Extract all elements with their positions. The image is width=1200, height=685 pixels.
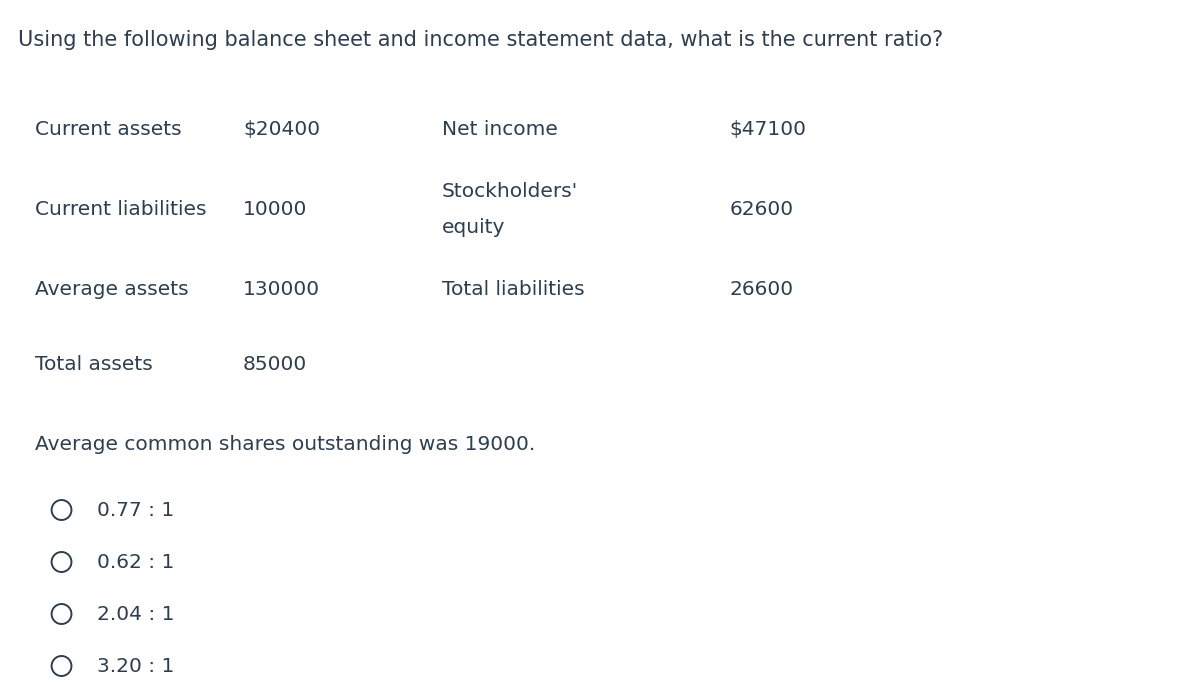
Text: Total liabilities: Total liabilities [442,280,584,299]
Text: 130000: 130000 [244,280,320,299]
Text: 2.04 : 1: 2.04 : 1 [97,604,175,623]
Text: Net income: Net income [442,121,558,140]
Text: Current assets: Current assets [35,121,181,140]
Text: Stockholders': Stockholders' [442,182,577,201]
Text: Average assets: Average assets [35,280,188,299]
Text: equity: equity [442,219,505,238]
Text: 26600: 26600 [730,280,793,299]
Text: $47100: $47100 [730,121,806,140]
Text: 0.62 : 1: 0.62 : 1 [97,553,175,571]
Text: Average common shares outstanding was 19000.: Average common shares outstanding was 19… [35,436,535,455]
Text: Total assets: Total assets [35,356,152,375]
Text: Current liabilities: Current liabilities [35,201,206,219]
Text: 85000: 85000 [244,356,307,375]
Text: 10000: 10000 [244,201,307,219]
Text: Using the following balance sheet and income statement data, what is the current: Using the following balance sheet and in… [18,30,943,50]
Text: 0.77 : 1: 0.77 : 1 [97,501,174,519]
Text: 62600: 62600 [730,201,793,219]
Text: $20400: $20400 [244,121,320,140]
Text: 3.20 : 1: 3.20 : 1 [97,656,175,675]
